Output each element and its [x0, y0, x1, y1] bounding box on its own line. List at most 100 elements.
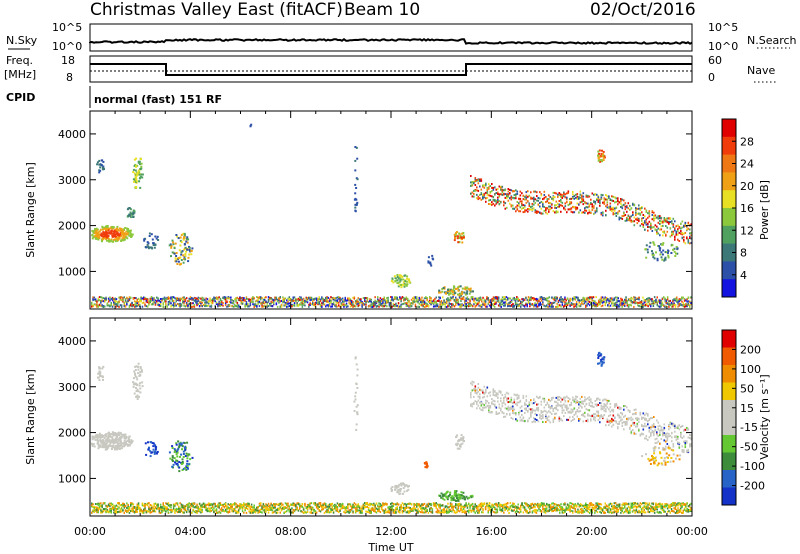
echo-pixel	[460, 300, 462, 302]
echo-pixel	[119, 229, 122, 232]
echo-pixel	[284, 510, 287, 513]
echo-pixel	[204, 506, 206, 508]
echo-pixel	[137, 297, 140, 300]
echo-pixel	[621, 207, 624, 210]
echo-pixel	[620, 199, 622, 202]
echo-pixel	[596, 197, 598, 200]
echo-pixel	[228, 300, 231, 303]
echo-pixel	[137, 502, 140, 505]
echo-pixel	[603, 298, 605, 301]
echo-pixel	[462, 304, 465, 307]
echo-pixel	[92, 506, 94, 508]
echo-pixel	[656, 304, 658, 307]
echo-pixel	[234, 305, 236, 308]
echo-pixel	[349, 298, 352, 301]
echo-pixel	[192, 302, 194, 305]
echo-pixel	[665, 218, 667, 221]
echo-pixel	[162, 503, 164, 506]
echo-pixel	[525, 296, 527, 299]
echo-pixel	[247, 502, 249, 505]
echo-pixel	[578, 197, 580, 200]
echo-pixel	[157, 239, 160, 241]
echo-pixel	[497, 201, 499, 204]
echo-pixel	[545, 207, 547, 210]
echo-pixel	[531, 209, 534, 211]
colorbar-segment	[722, 243, 736, 262]
echo-pixel	[616, 296, 618, 299]
echo-pixel	[599, 204, 601, 207]
echo-pixel	[379, 303, 382, 305]
echo-pixel	[98, 505, 101, 508]
echo-pixel	[678, 298, 681, 301]
echo-pixel	[638, 296, 640, 299]
echo-pixel	[182, 506, 184, 509]
echo-pixel	[439, 305, 441, 308]
echo-pixel	[620, 297, 622, 300]
echo-pixel	[490, 299, 492, 302]
echo-pixel	[146, 510, 149, 513]
echo-pixel	[176, 263, 179, 265]
echo-pixel	[141, 302, 144, 305]
echo-pixel	[101, 305, 103, 308]
echo-pixel	[546, 207, 549, 210]
echo-pixel	[614, 209, 616, 212]
echo-pixel	[607, 298, 609, 301]
echo-pixel	[387, 299, 389, 302]
echo-pixel	[379, 304, 382, 307]
echo-pixel	[343, 300, 345, 303]
echo-pixel	[500, 188, 502, 191]
echo-pixel	[650, 226, 652, 229]
echo-pixel	[660, 251, 663, 254]
echo-pixel	[627, 218, 630, 221]
echo-pixel	[185, 504, 188, 507]
echo-pixel	[219, 503, 222, 506]
echo-pixel	[275, 503, 278, 506]
echo-pixel	[118, 296, 120, 299]
echo-pixel	[536, 199, 538, 202]
echo-pixel	[498, 195, 501, 198]
station-title: Christmas Valley East (fitACF)	[90, 0, 343, 20]
echo-pixel	[568, 299, 570, 302]
echo-pixel	[370, 301, 372, 303]
echo-pixel	[386, 299, 388, 302]
echo-pixel	[549, 207, 552, 210]
echo-pixel	[187, 304, 189, 307]
echo-pixel	[223, 298, 226, 301]
echo-pixel	[273, 511, 275, 514]
echo-pixel	[249, 302, 252, 305]
echo-pixel	[126, 510, 128, 513]
echo-pixel	[110, 239, 112, 242]
echo-pixel	[217, 503, 219, 506]
echo-pixel	[556, 302, 558, 305]
echo-pixel	[166, 502, 168, 505]
echo-pixel	[189, 298, 192, 301]
echo-pixel	[301, 503, 304, 506]
echo-pixel	[114, 507, 116, 510]
echo-pixel	[455, 232, 457, 235]
echo-pixel	[352, 304, 354, 307]
echo-pixel	[127, 298, 129, 301]
echo-pixel	[475, 304, 478, 307]
echo-pixel	[530, 191, 532, 194]
echo-pixel	[480, 188, 483, 191]
echo-pixel	[240, 301, 242, 304]
echo-pixel	[500, 300, 502, 303]
echo-pixel	[96, 238, 99, 240]
echo-pixel	[572, 191, 574, 193]
echo-pixel	[656, 216, 658, 219]
echo-pixel	[521, 204, 523, 207]
echo-pixel	[471, 183, 474, 186]
echo-pixel	[554, 196, 556, 199]
nsky-label: N.Sky	[6, 34, 38, 47]
echo-pixel	[596, 303, 599, 306]
echo-pixel	[639, 207, 642, 209]
echo-pixel	[598, 158, 601, 161]
echo-pixel	[564, 202, 567, 205]
echo-pixel	[322, 503, 324, 506]
echo-pixel	[403, 299, 405, 302]
echo-pixel	[636, 212, 639, 215]
echo-pixel	[491, 190, 493, 193]
echo-pixel	[393, 297, 396, 300]
echo-pixel	[92, 296, 94, 299]
echo-pixel	[495, 192, 498, 194]
